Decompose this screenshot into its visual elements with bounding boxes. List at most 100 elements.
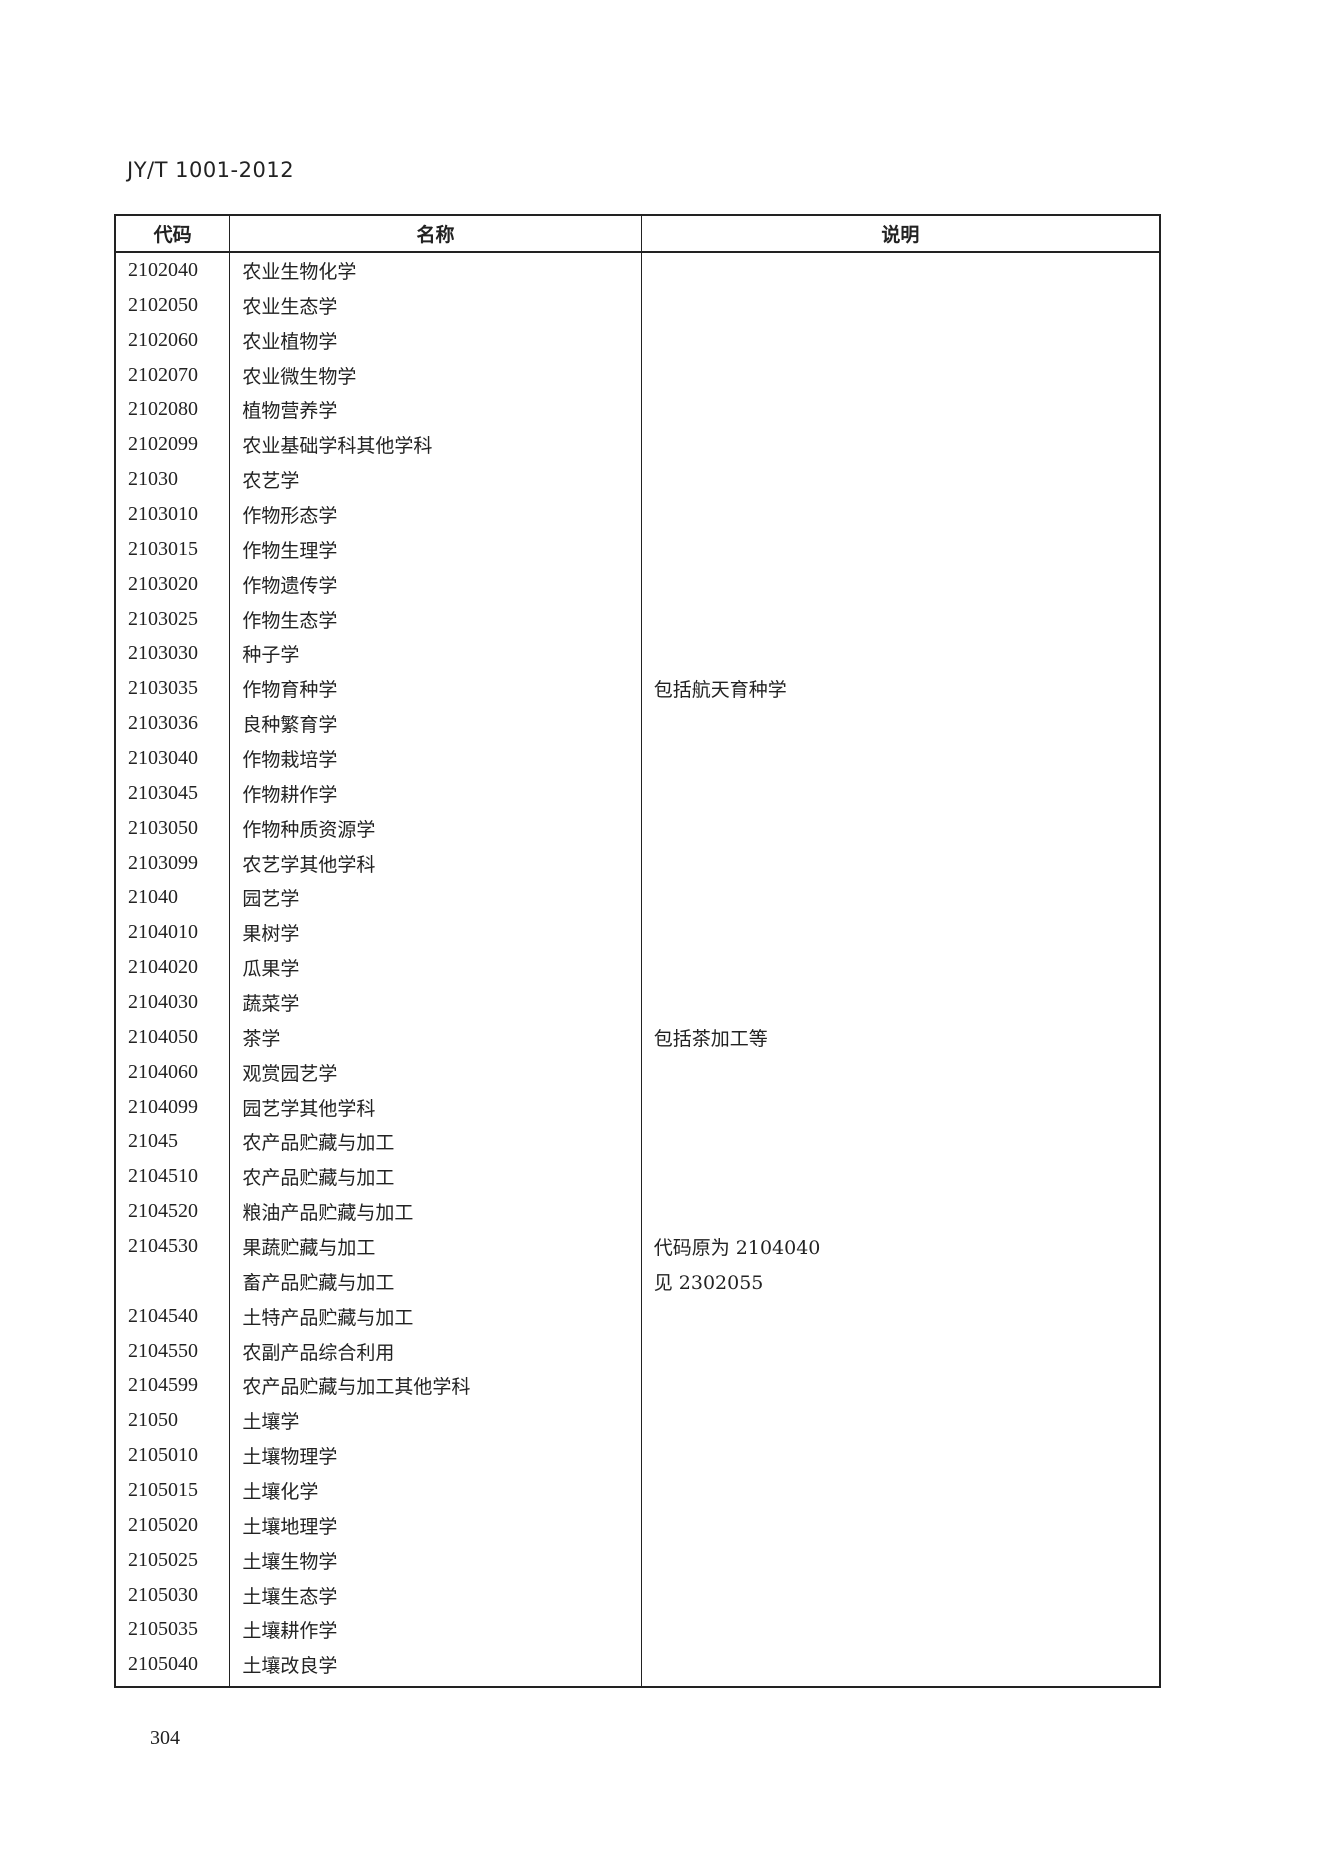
table-row: 2104020 瓜果学 xyxy=(115,950,1160,986)
code-cell: 2103025 xyxy=(128,607,198,630)
note-cell xyxy=(640,1194,1160,1230)
table-row: 2103036 良种繁育学 xyxy=(115,706,1160,742)
name-cell: 土壤地理学 xyxy=(229,1507,642,1543)
note-cell xyxy=(640,1647,1160,1688)
name-cell: 作物耕作学 xyxy=(229,775,642,811)
name-cell: 植物营养学 xyxy=(229,392,642,428)
table-row: 2104530 果蔬贮藏与加工 代码原为 2104040 xyxy=(115,1229,1160,1264)
table-row: 2104030 蔬菜学 xyxy=(115,985,1160,1020)
table-row: 2102040 农业生物化学 xyxy=(115,252,1160,288)
name-cell: 作物生态学 xyxy=(229,601,642,637)
code-cell: 2105015 xyxy=(128,1479,198,1501)
name-cell: 土壤改良学 xyxy=(229,1647,642,1688)
code-cell: 2104540 xyxy=(128,1304,198,1327)
table-row: 2103050 作物种质资源学 xyxy=(115,810,1160,846)
table-row: 2103015 作物生理学 xyxy=(115,531,1160,567)
note-cell xyxy=(640,810,1160,846)
table-header-row: 代码 名称 说明 xyxy=(115,215,1160,253)
code-cell: 2103050 xyxy=(128,816,198,839)
note-cell xyxy=(640,1089,1160,1125)
code-cell: 2105040 xyxy=(128,1653,198,1676)
code-cell: 21030 xyxy=(128,468,178,491)
document-code: JY/T 1001-2012 xyxy=(127,158,295,182)
note-cell xyxy=(640,427,1160,463)
name-cell: 作物形态学 xyxy=(229,497,642,532)
code-cell: 2103099 xyxy=(128,851,198,874)
code-cell: 2104530 xyxy=(128,1234,198,1257)
table-row: 2102070 农业微生物学 xyxy=(115,357,1160,393)
code-cell: 2104030 xyxy=(128,990,198,1013)
table-row: 2104050 茶学 包括茶加工等 xyxy=(115,1019,1160,1055)
code-cell: 2104060 xyxy=(128,1060,198,1083)
note-cell xyxy=(640,1054,1160,1090)
name-cell: 土壤物理学 xyxy=(229,1438,642,1474)
code-cell: 21040 xyxy=(128,886,178,909)
table-row: 21030 农艺学 xyxy=(115,462,1160,498)
note-cell xyxy=(640,531,1160,567)
note-cell xyxy=(640,252,1160,288)
table-row: 21045 农产品贮藏与加工 xyxy=(115,1124,1160,1160)
name-cell: 果树学 xyxy=(229,915,642,951)
name-cell: 土壤生物学 xyxy=(229,1542,642,1578)
column-header-note: 说明 xyxy=(640,215,1160,253)
table-row: 2104510 农产品贮藏与加工 xyxy=(115,1159,1160,1195)
name-cell: 良种繁育学 xyxy=(229,706,642,742)
code-cell: 2103015 xyxy=(128,537,198,560)
name-cell: 农业生物化学 xyxy=(229,252,642,288)
name-cell: 观赏园艺学 xyxy=(229,1054,642,1090)
table-row: 21040 园艺学 xyxy=(115,880,1160,916)
name-cell: 土特产品贮藏与加工 xyxy=(229,1298,642,1334)
name-cell: 作物遗传学 xyxy=(229,566,642,602)
code-cell: 2104599 xyxy=(128,1374,198,1397)
note-cell xyxy=(640,322,1160,358)
code-cell: 2104020 xyxy=(128,956,198,979)
note-cell xyxy=(640,1507,1160,1543)
note-cell: 见 2302055 xyxy=(640,1263,1160,1299)
discipline-code-table: 代码 名称 说明 2102040 农业生物化学 2102050 农业生态学 210206… xyxy=(114,214,1161,1689)
column-header-name: 名称 xyxy=(229,215,642,253)
table-row: 2103035 作物育种学 包括航天育种学 xyxy=(115,671,1160,707)
table-row: 2105015 土壤化学 xyxy=(115,1473,1160,1508)
code-cell: 2103030 xyxy=(128,642,198,665)
code-cell: 2103010 xyxy=(128,502,198,525)
note-cell xyxy=(640,1612,1160,1648)
note-cell xyxy=(640,462,1160,498)
note-cell xyxy=(640,775,1160,811)
name-cell: 农业生态学 xyxy=(229,287,642,323)
note-cell xyxy=(640,1368,1160,1404)
note-cell xyxy=(640,357,1160,393)
name-cell: 蔬菜学 xyxy=(229,985,642,1020)
name-cell: 土壤学 xyxy=(229,1403,642,1439)
code-cell: 21050 xyxy=(128,1409,178,1432)
code-cell: 2103045 xyxy=(128,781,198,804)
name-cell: 作物育种学 xyxy=(229,671,642,707)
name-cell: 土壤耕作学 xyxy=(229,1612,642,1648)
name-cell: 种子学 xyxy=(229,636,642,672)
name-cell: 农副产品综合利用 xyxy=(229,1333,642,1369)
name-cell: 作物生理学 xyxy=(229,531,642,567)
code-cell: 2105035 xyxy=(128,1618,198,1641)
column-header-code: 代码 xyxy=(115,215,230,253)
name-cell: 园艺学其他学科 xyxy=(229,1089,642,1125)
name-cell: 园艺学 xyxy=(229,880,642,916)
note-cell xyxy=(640,915,1160,951)
note-cell xyxy=(640,880,1160,916)
code-cell: 2104050 xyxy=(128,1025,198,1048)
code-cell: 2103036 xyxy=(128,712,198,735)
table-row: 2105035 土壤耕作学 xyxy=(115,1612,1160,1648)
note-cell xyxy=(640,1159,1160,1195)
table-row: 2105025 土壤生物学 xyxy=(115,1542,1160,1578)
name-cell: 农艺学其他学科 xyxy=(229,845,642,881)
name-cell: 土壤化学 xyxy=(229,1473,642,1508)
code-cell: 2102060 xyxy=(128,328,198,351)
note-cell xyxy=(640,1577,1160,1613)
note-cell xyxy=(640,950,1160,986)
code-cell: 2105010 xyxy=(128,1444,198,1467)
name-cell: 农产品贮藏与加工其他学科 xyxy=(229,1368,642,1404)
name-cell: 粮油产品贮藏与加工 xyxy=(229,1194,642,1230)
code-cell: 2102099 xyxy=(128,433,198,456)
note-cell xyxy=(640,636,1160,672)
name-cell: 果蔬贮藏与加工 xyxy=(229,1229,642,1264)
table-row: 2104060 观赏园艺学 xyxy=(115,1054,1160,1090)
code-cell: 2103020 xyxy=(128,572,198,595)
